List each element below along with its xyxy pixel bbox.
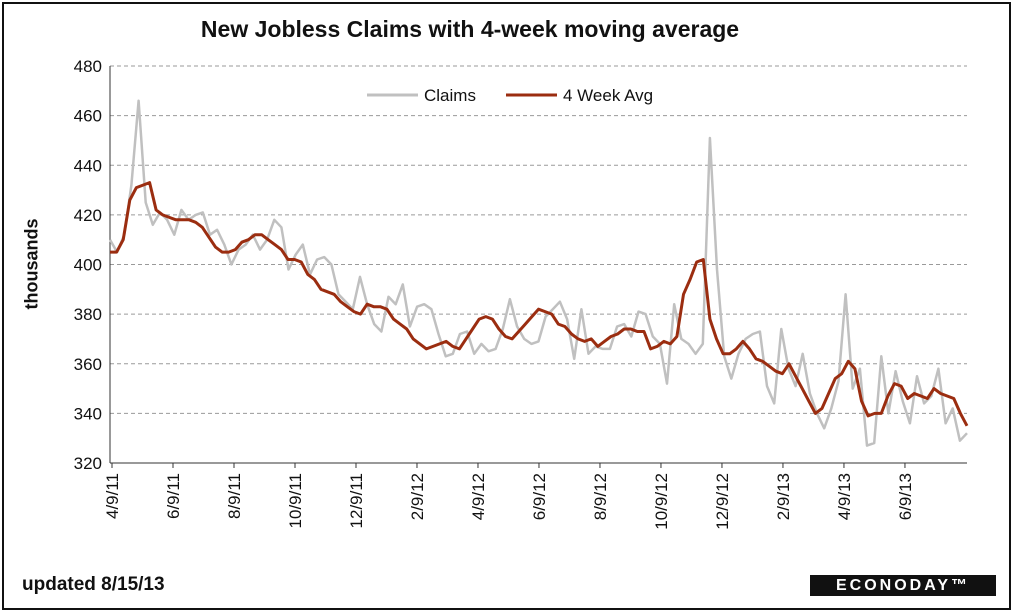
x-tick-label: 10/9/12 [652,473,671,530]
y-tick-label: 340 [74,404,102,423]
claims-series-line [108,99,968,447]
x-tick-label: 2/9/12 [408,473,427,520]
x-tick-label: 6/9/11 [164,473,183,519]
x-tick-label: 12/9/11 [347,473,366,528]
moving-average-series-line [110,181,969,427]
x-tick-label: 6/9/13 [896,473,915,520]
y-tick-label: 360 [74,355,102,374]
y-tick-label: 460 [74,107,102,126]
x-tick-label: 8/9/12 [591,473,610,520]
y-tick-label: 480 [74,57,102,76]
legend-label-claims: Claims [424,86,476,105]
y-tick-label: 380 [74,305,102,324]
updated-label: updated 8/15/13 [22,574,165,595]
chart-frame [2,2,1011,610]
legend-label-4-week-avg: 4 Week Avg [563,86,653,105]
x-tick-label: 8/9/11 [225,473,244,519]
x-tick-label: 10/9/11 [286,473,305,528]
x-tick-label: 4/9/13 [835,473,854,520]
x-tick-label: 4/9/12 [469,473,488,520]
y-tick-label: 440 [74,156,102,175]
chart-title: New Jobless Claims with 4-week moving av… [200,16,740,42]
x-tick-label: 12/9/12 [713,473,732,530]
y-tick-label: 400 [74,256,102,275]
econoday-logo: ECONODAY™ [810,575,996,596]
x-tick-label: 2/9/13 [774,473,793,520]
y-tick-label: 420 [74,206,102,225]
x-tick-label: 6/9/12 [530,473,549,520]
y-tick-label: 320 [74,454,102,473]
x-tick-label: 4/9/11 [103,473,122,519]
